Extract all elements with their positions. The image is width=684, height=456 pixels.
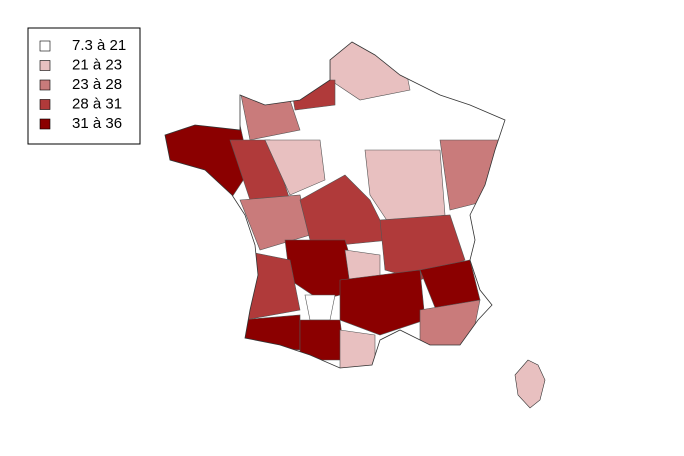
legend-label: 31 à 36 — [72, 115, 122, 132]
region — [239, 314, 301, 351]
legend-swatch — [39, 40, 51, 52]
legend-label: 7.3 à 21 — [72, 37, 126, 54]
region — [439, 139, 501, 211]
legend-swatch — [39, 118, 51, 130]
france-map — [165, 42, 505, 368]
legend-label: 23 à 28 — [72, 76, 122, 93]
legend-swatch — [39, 99, 51, 110]
region — [339, 269, 426, 336]
legend-swatch — [39, 79, 51, 91]
legend: 7.3 à 21 21 à 23 23 à 28 28 à 31 31 à 36 — [27, 27, 141, 145]
region — [339, 329, 376, 368]
legend-swatch — [39, 60, 51, 71]
region — [304, 294, 336, 321]
region — [289, 79, 336, 111]
corsica — [514, 359, 546, 409]
legend-label: 28 à 31 — [72, 95, 122, 112]
legend-label: 21 à 23 — [72, 56, 122, 73]
france-outline — [164, 41, 506, 369]
region — [264, 139, 326, 196]
